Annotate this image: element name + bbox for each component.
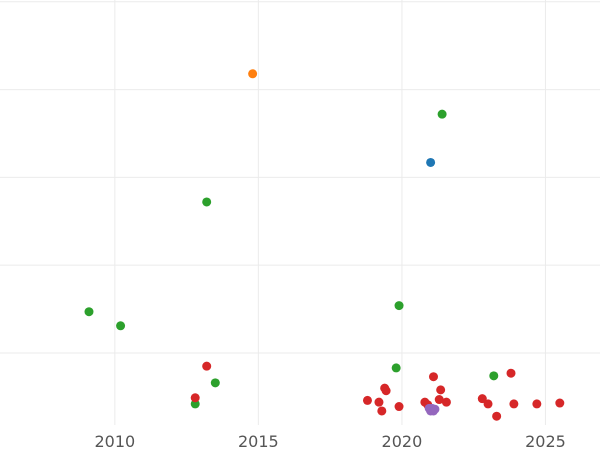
green-point-5 xyxy=(391,363,401,373)
x-axis-ticks: 2010 2015 2020 2025 xyxy=(94,432,565,450)
blue-point-0 xyxy=(426,157,436,167)
red-point-3 xyxy=(374,397,384,407)
red-point-7 xyxy=(394,402,404,412)
x-tick-label-2020: 2020 xyxy=(382,432,423,450)
red-point-17 xyxy=(506,368,516,378)
red-point-19 xyxy=(532,399,542,409)
x-tick-label-2025: 2025 xyxy=(525,432,566,450)
grid xyxy=(0,0,600,425)
red-point-12 xyxy=(436,385,446,395)
green-point-7 xyxy=(437,109,447,119)
orange-point-0 xyxy=(248,69,258,79)
red-point-4 xyxy=(377,406,387,416)
purple-point-4 xyxy=(430,404,440,414)
x-tick-label-2010: 2010 xyxy=(94,432,135,450)
red-point-16 xyxy=(492,411,502,421)
green-point-6 xyxy=(394,301,404,311)
red-point-15 xyxy=(483,399,493,409)
red-point-0 xyxy=(190,393,200,403)
red-point-13 xyxy=(441,397,451,407)
red-point-10 xyxy=(428,372,438,382)
scatter-points xyxy=(84,69,565,421)
red-point-6 xyxy=(381,386,391,396)
red-point-20 xyxy=(555,398,565,408)
red-point-14 xyxy=(477,394,487,404)
x-tick-label-2015: 2015 xyxy=(238,432,279,450)
red-point-18 xyxy=(509,399,519,409)
green-point-1 xyxy=(116,321,126,331)
red-point-11 xyxy=(434,395,444,405)
red-point-2 xyxy=(362,395,372,405)
green-point-4 xyxy=(210,378,220,388)
green-point-3 xyxy=(202,197,212,207)
red-point-1 xyxy=(202,361,212,371)
green-point-0 xyxy=(84,307,94,317)
green-point-8 xyxy=(489,371,499,381)
